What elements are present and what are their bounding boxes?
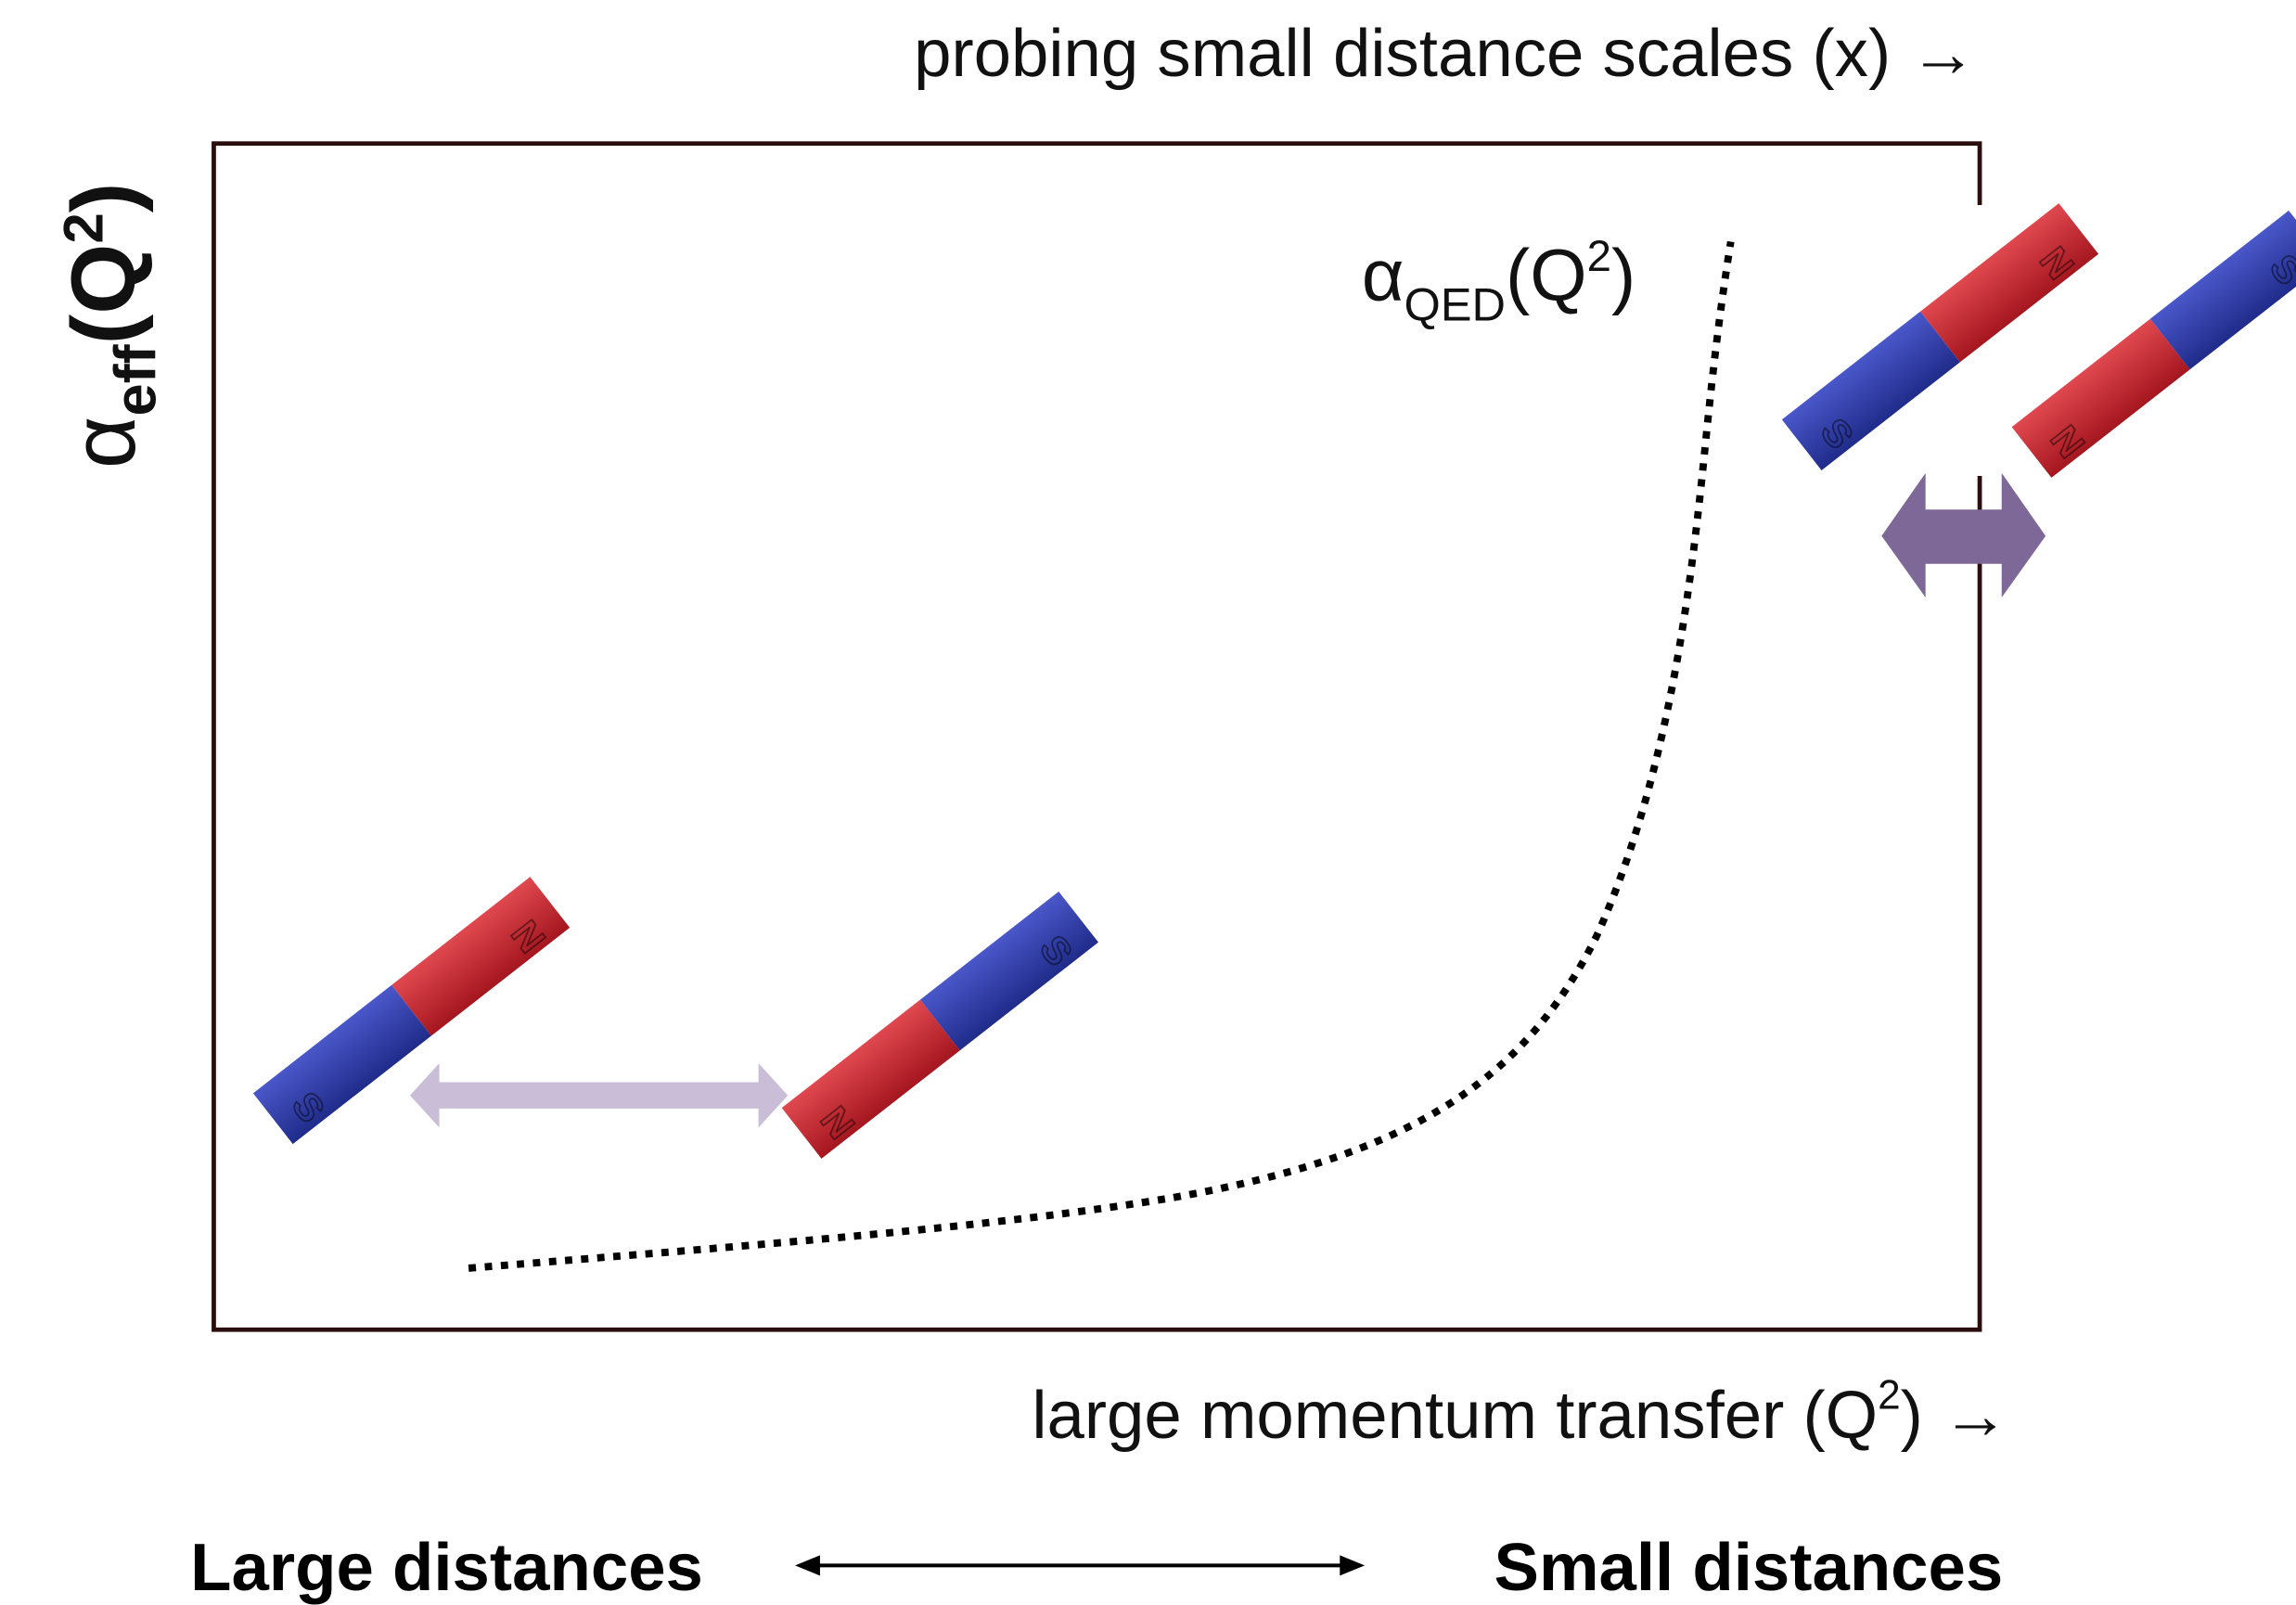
strong-force-arrow [1881, 473, 2046, 597]
curve-label-superscript: 2 [1587, 232, 1611, 281]
y-label-base: (Q [52, 244, 154, 345]
x-label-superscript: 2 [1878, 1372, 1901, 1418]
y-label-symbol: α [52, 417, 154, 469]
magnet: N S [782, 892, 1098, 1159]
curve-label-base: (Q [1506, 235, 1587, 316]
plot-frame [213, 144, 1980, 1330]
magnet-south [920, 892, 1098, 1050]
y-label: αeff(Q2) [52, 183, 168, 469]
large-distances-label: Large distances [190, 1530, 703, 1605]
magnet-north [1920, 203, 2098, 362]
distance-arrow-head-right [1340, 1555, 1365, 1575]
curve-label-symbol: α [1362, 235, 1405, 316]
magnet-north [782, 1000, 960, 1159]
magnet-south [253, 985, 431, 1144]
top-label: probing small distance scales (x) → [914, 16, 1977, 91]
alpha-qed-curve [468, 241, 1731, 1267]
weak-force-arrow [410, 1063, 788, 1127]
curve-label-close: ) [1611, 235, 1635, 316]
page: {"top_label": "probing small distance sc… [0, 0, 2296, 1605]
curve-label-subscript: QED [1405, 278, 1506, 331]
magnet-south [2150, 211, 2296, 369]
y-label-subscript: eff [103, 343, 168, 416]
magnet-north [2012, 319, 2190, 478]
distance-arrow-head-left [795, 1555, 820, 1575]
y-label-close: ) [52, 183, 154, 213]
diagram: probing small distance scales (x) → αeff… [0, 0, 2296, 1605]
small-distances-label: Small distances [1494, 1530, 2004, 1605]
x-label: large momentum transfer (Q2) → [1032, 1372, 2008, 1453]
y-label-superscript: 2 [52, 212, 114, 243]
curve-label: αQED(Q2) [1362, 232, 1635, 331]
x-label-base: large momentum transfer (Q [1032, 1378, 1878, 1453]
magnet-north [391, 877, 570, 1035]
magnet-south [1782, 312, 1960, 470]
x-label-close: ) → [1901, 1378, 2009, 1453]
